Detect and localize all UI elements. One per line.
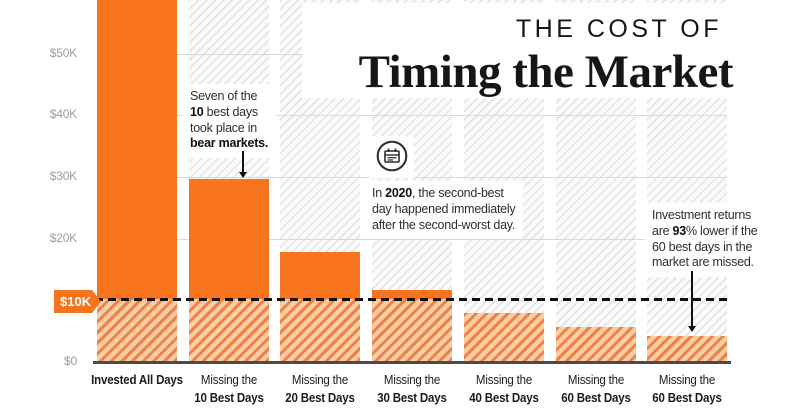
bar-missing-20-best-days <box>280 252 360 299</box>
annotation-arrowhead-bear-markets <box>239 172 247 178</box>
x-axis-label-missing-10-best-days: Missing the 10 Best Days <box>194 373 264 405</box>
bar-below-10k-missing-20-best-days <box>280 299 360 362</box>
bar-below-10k-missing-60-best-days <box>647 336 727 362</box>
bar-below-10k-missing-30-best-days <box>372 299 452 362</box>
x-axis-label-missing-60-best-days: Missing the 60 Best Days <box>652 373 722 405</box>
bar-below-10k-missing-40-best-days <box>464 313 544 362</box>
y-axis-label-50000: $50K <box>49 46 77 60</box>
annotation-arrowhead-93-percent <box>688 326 696 332</box>
title-box: THE COST OF Timing the Market <box>302 3 800 98</box>
page-title: Timing the Market <box>358 46 734 98</box>
bar-missing-30-best-days <box>372 290 452 299</box>
x-axis-label-missing-30-best-days: Missing the 30 Best Days <box>377 373 447 405</box>
y-axis-label-0: $0 <box>64 354 77 368</box>
x-axis-label-missing-20-best-days: Missing the 20 Best Days <box>285 373 355 405</box>
y-axis-label-40000: $40K <box>49 107 77 121</box>
annotation-bear-markets: Seven of the 10 best days took place in bea… <box>183 84 277 159</box>
x-axis-label-invested-all-days: Invested All Days <box>91 373 183 387</box>
10k-badge: $10K <box>54 290 101 313</box>
bar-missing-10-best-days <box>189 179 269 299</box>
bar-below-10k-invested-all-days <box>97 299 177 362</box>
annotation-arrow-bear-markets <box>242 151 244 172</box>
bar-below-10k-missing-10-best-days <box>189 299 269 362</box>
title-kicker: THE COST OF <box>515 15 722 43</box>
x-axis-baseline <box>93 361 731 364</box>
gridline-40000 <box>97 115 727 116</box>
x-axis-label-missing-50-best-days: Missing the 60 Best Days <box>561 373 631 405</box>
annotation-arrow-93-percent <box>691 271 693 326</box>
bar-below-10k-missing-50-best-days <box>556 327 636 362</box>
gridline-20000 <box>97 239 727 240</box>
annotation-2020: In 2020, the second-best day happened imm… <box>365 181 524 240</box>
calendar-icon-box <box>370 136 414 178</box>
reference-line-10k <box>95 298 727 301</box>
y-axis-label-30000: $30K <box>49 169 77 183</box>
bar-invested-all-days <box>97 0 177 299</box>
annotation-93-percent: Investment returns are 93% lower if the 60… <box>645 203 766 278</box>
y-axis-label-20000: $20K <box>49 231 77 245</box>
x-axis-label-missing-40-best-days: Missing the 40 Best Days <box>469 373 539 405</box>
